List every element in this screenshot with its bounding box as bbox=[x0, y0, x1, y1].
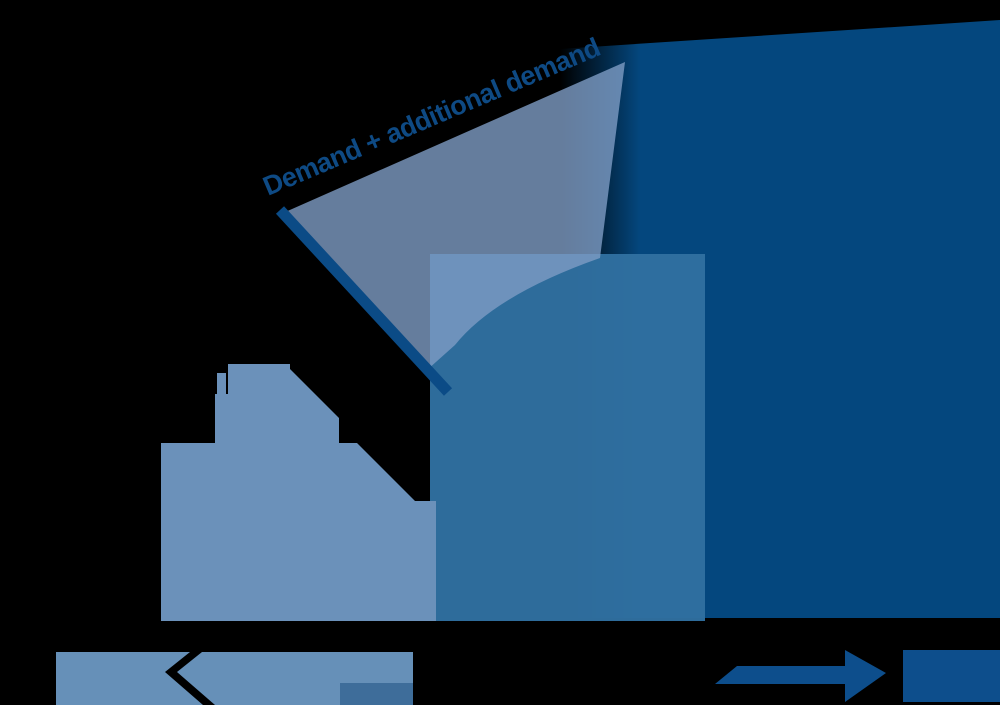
growth-sail bbox=[283, 62, 625, 370]
right-arrow bbox=[715, 650, 886, 702]
middle-bar bbox=[430, 254, 705, 621]
left-banner-overlay bbox=[340, 683, 413, 705]
left-banner-start bbox=[56, 652, 203, 705]
right-end-block bbox=[903, 650, 1000, 702]
sail-outline bbox=[275, 206, 453, 396]
left-bars bbox=[161, 364, 436, 621]
